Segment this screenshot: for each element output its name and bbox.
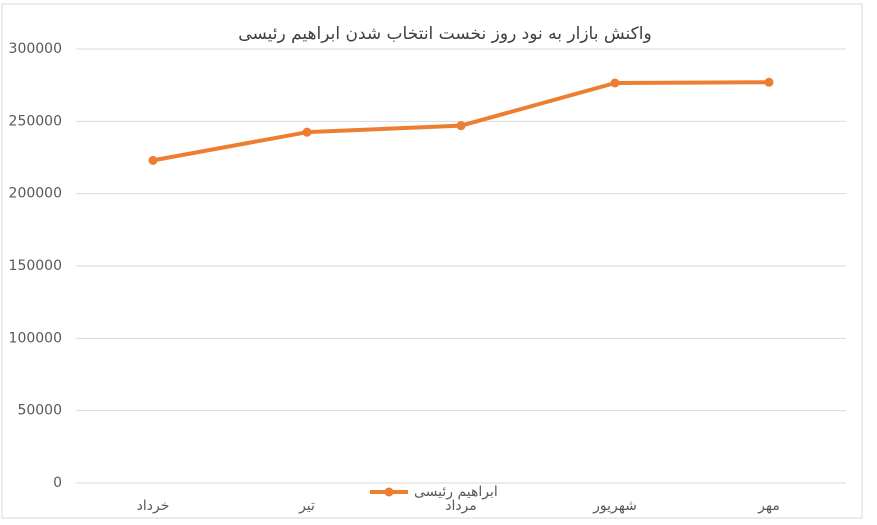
point	[764, 77, 774, 87]
x-tick-label: تیر	[298, 498, 315, 514]
y-tick-label: 50000	[17, 403, 62, 419]
y-tick-label: 150000	[9, 258, 62, 274]
legend-marker	[384, 487, 394, 497]
chart-frame	[1, 3, 863, 519]
point	[302, 127, 312, 137]
point	[148, 155, 158, 165]
x-tick-label: مرداد	[445, 498, 477, 514]
point	[610, 78, 620, 88]
x-tick-label: مهر	[757, 498, 780, 514]
x-tick-label: شهریور	[592, 498, 637, 514]
y-tick-label: 250000	[9, 113, 62, 129]
y-tick-label: 200000	[9, 186, 62, 202]
legend-label: ابراهیم رئیسی	[414, 484, 498, 500]
chart-title: واکنش بازار به نود روز نخست انتخاب شدن ا…	[238, 24, 651, 44]
y-tick-label: 300000	[9, 41, 62, 57]
x-tick-label: خرداد	[137, 498, 170, 514]
point	[456, 121, 466, 131]
y-tick-label: 0	[53, 475, 62, 491]
y-tick-label: 100000	[9, 330, 62, 346]
